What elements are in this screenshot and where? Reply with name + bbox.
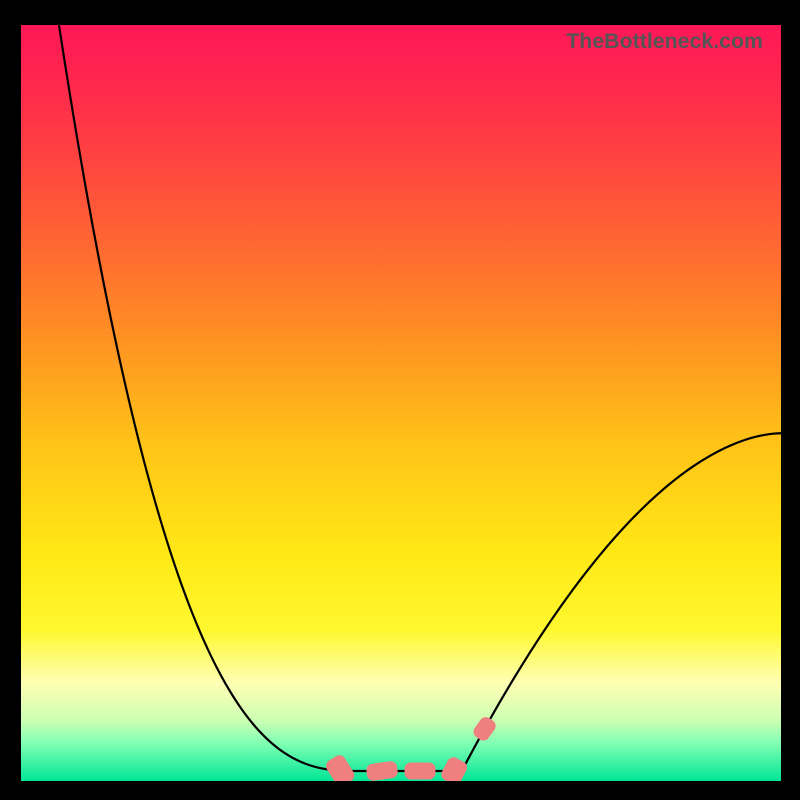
curve-marker <box>440 756 469 781</box>
curve-marker <box>366 761 398 781</box>
chart-frame: TheBottleneck.com <box>0 0 800 800</box>
curve-marker <box>472 715 498 742</box>
bottleneck-curve <box>59 25 781 771</box>
curve-marker <box>324 753 356 781</box>
plot-area: TheBottleneck.com <box>21 25 781 781</box>
curve-marker <box>405 763 435 779</box>
chart-overlay <box>21 25 781 781</box>
watermark-text: TheBottleneck.com <box>566 29 763 54</box>
